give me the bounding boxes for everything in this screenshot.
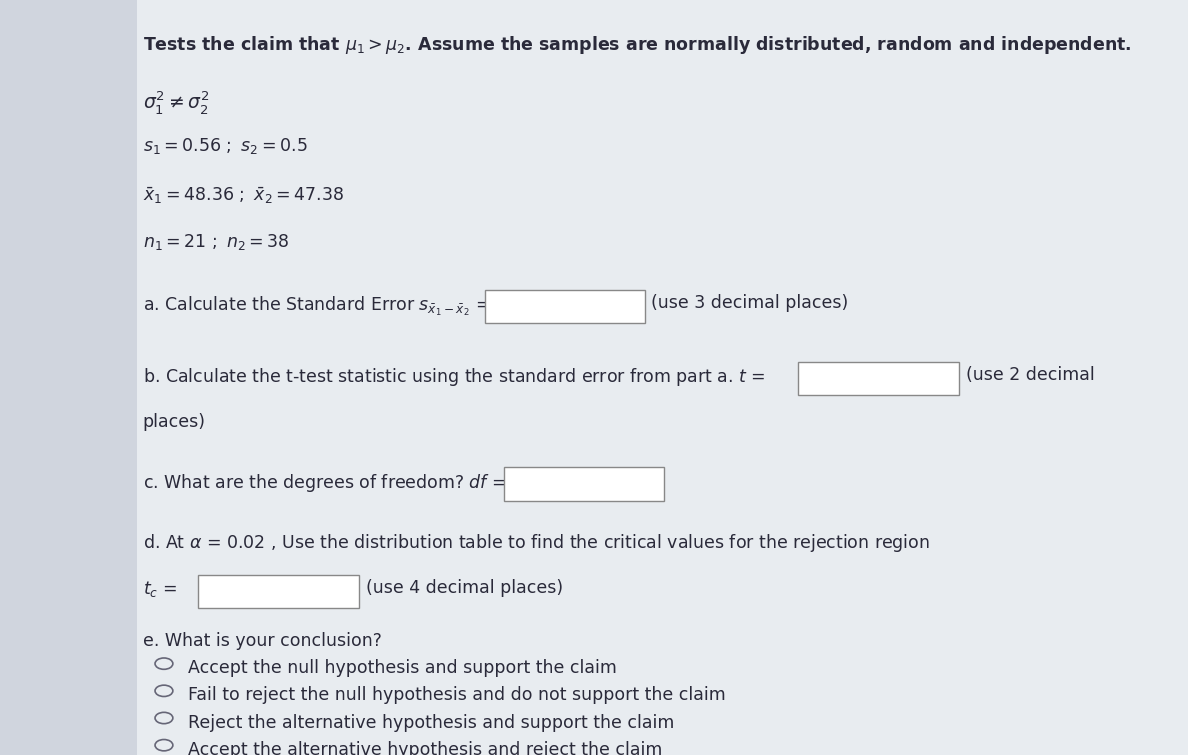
Text: (use 2 decimal: (use 2 decimal [966, 366, 1094, 384]
Text: b. Calculate the t-test statistic using the standard error from part a. $t$ =: b. Calculate the t-test statistic using … [143, 366, 765, 388]
FancyBboxPatch shape [198, 575, 359, 608]
Text: $\sigma_1^2 \neq \sigma_2^2$: $\sigma_1^2 \neq \sigma_2^2$ [143, 89, 209, 116]
Text: e. What is your conclusion?: e. What is your conclusion? [143, 632, 381, 650]
Text: Reject the alternative hypothesis and support the claim: Reject the alternative hypothesis and su… [188, 713, 674, 732]
Text: $n_1 = 21\ ;\ n_2 = 38$: $n_1 = 21\ ;\ n_2 = 38$ [143, 232, 289, 251]
Text: c. What are the degrees of freedom? $df$ =: c. What are the degrees of freedom? $df$… [143, 472, 506, 494]
Text: $s_1 = 0.56\ ;\ s_2 = 0.5$: $s_1 = 0.56\ ;\ s_2 = 0.5$ [143, 136, 307, 156]
FancyBboxPatch shape [485, 290, 645, 323]
Text: $\bar{x}_1 = 48.36\ ;\ \bar{x}_2 = 47.38$: $\bar{x}_1 = 48.36\ ;\ \bar{x}_2 = 47.38… [143, 185, 343, 205]
Text: (use 3 decimal places): (use 3 decimal places) [651, 294, 848, 313]
FancyBboxPatch shape [504, 467, 664, 501]
Text: d. At $\alpha$ = 0.02 , Use the distribution table to find the critical values f: d. At $\alpha$ = 0.02 , Use the distribu… [143, 532, 929, 554]
Text: Accept the alternative hypothesis and reject the claim: Accept the alternative hypothesis and re… [188, 741, 662, 755]
Text: (use 4 decimal places): (use 4 decimal places) [366, 579, 563, 597]
Text: Tests the claim that $\mu_1 > \mu_2$. Assume the samples are normally distribute: Tests the claim that $\mu_1 > \mu_2$. As… [143, 34, 1131, 56]
Text: places): places) [143, 413, 206, 431]
Text: a. Calculate the Standard Error $s_{\bar{x}_1 - \bar{x}_2}$ =: a. Calculate the Standard Error $s_{\bar… [143, 294, 489, 318]
Bar [0, 0, 137, 755]
Text: Accept the null hypothesis and support the claim: Accept the null hypothesis and support t… [188, 659, 617, 677]
Text: Fail to reject the null hypothesis and do not support the claim: Fail to reject the null hypothesis and d… [188, 686, 726, 704]
FancyBboxPatch shape [798, 362, 959, 395]
Text: $t_c$ =: $t_c$ = [143, 579, 177, 599]
